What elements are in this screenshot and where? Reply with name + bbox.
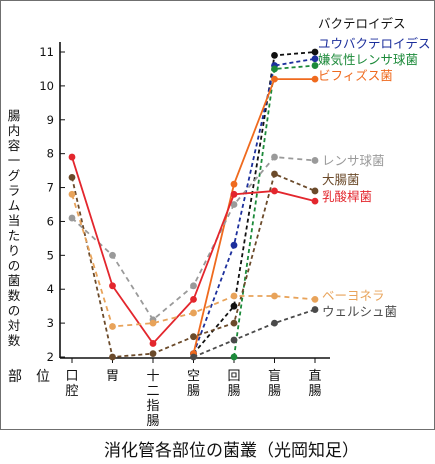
x-tick-label: 空腸 [187,369,200,399]
series-label: 大腸菌 [322,172,360,187]
y-tick-label: 7 [47,181,54,195]
data-point [271,75,278,83]
data-point [68,153,76,161]
data-point [109,282,116,290]
data-point [230,292,238,300]
data-point [230,302,238,310]
data-point [271,65,278,73]
series-line [193,308,316,358]
data-point [68,214,76,222]
data-point [311,48,319,56]
data-point [271,187,278,195]
series-line [192,51,316,355]
data-point [190,282,197,290]
data-point [230,353,238,361]
data-point [190,309,197,317]
data-point [190,353,197,361]
data-point [109,323,116,330]
y-tick-label: 6 [47,214,54,228]
series-label: 嫌気性レンサ球菌 [318,52,418,67]
y-tick-label: 3 [47,316,54,330]
series-label: ユウバクテロイデス [318,36,431,51]
data-point [271,292,278,300]
data-point [311,157,319,164]
data-point [311,295,319,303]
y-tick-label: 8 [47,147,54,161]
x-tick-label: 盲腸 [268,368,281,399]
data-point [311,75,319,83]
series-line [192,78,315,354]
series-label: バクテロイデス [318,16,406,31]
data-point [149,319,157,327]
data-point [230,336,238,344]
series-line [71,156,316,322]
y-axis-label: 腸内容一グラム当たりの菌数の対数 [7,108,21,348]
data-point [149,340,157,347]
series-label: ビフィズス菌 [318,68,393,83]
data-point [311,306,319,313]
data-point [109,353,116,361]
y-tick-label: 11 [39,45,54,59]
x-axis-title: 部 位 [8,369,50,385]
data-point [230,241,238,249]
data-point [190,295,197,303]
series-label: ベーヨネラ [322,288,385,303]
data-point [230,201,238,208]
series-line [71,172,316,358]
data-point [271,51,278,59]
x-tick-label: 十二指腸 [146,369,159,429]
x-tick-label: 胃 [106,369,119,384]
y-tick-label: 2 [47,350,54,364]
series-label: 乳酸桿菌 [322,189,372,204]
data-point [230,180,238,188]
data-point [311,197,319,205]
figure-caption: 消化管各部位の菌叢（光岡知足） [104,441,359,461]
data-point [271,319,278,327]
data-point [311,187,319,195]
series-line [192,57,316,354]
data-point [271,170,278,178]
x-tick-label: 回腸 [227,369,240,399]
data-point [149,350,157,358]
y-tick-label: 5 [47,248,54,262]
data-point [311,62,319,69]
y-tick-label: 10 [39,79,54,93]
data-point [190,333,197,341]
data-point [109,251,116,259]
data-point [311,55,319,63]
data-point [68,173,76,181]
x-tick-label: 直腸 [308,369,321,399]
data-point [271,153,278,161]
series-label: レンサ球菌 [322,153,385,168]
series-line [71,194,316,328]
data-point [230,190,238,198]
data-point [230,319,238,327]
series-line [233,64,316,358]
y-tick-label: 4 [47,282,54,296]
y-tick-label: 9 [47,113,54,127]
data-point [68,190,76,198]
series-label: ウェルシュ菌 [322,304,397,319]
x-tick-label: 口腔 [65,369,78,399]
